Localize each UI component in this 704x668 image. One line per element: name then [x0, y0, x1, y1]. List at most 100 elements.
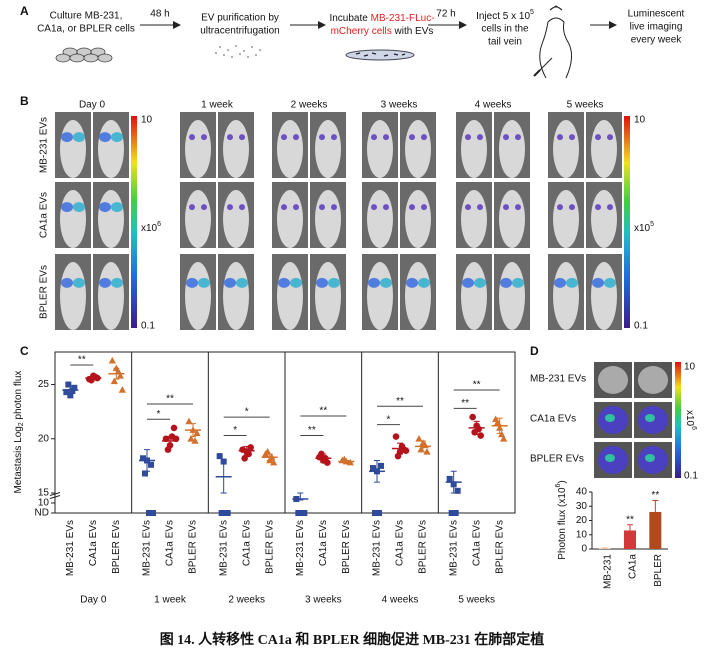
scale-label: 0.1 [684, 471, 698, 482]
dot [191, 437, 199, 444]
dot [140, 455, 146, 462]
step-text: Luminescent [628, 9, 685, 20]
step-text: Incubate [329, 13, 370, 24]
dot [164, 446, 172, 453]
panel-title: 2 weeks [228, 595, 265, 606]
signal [61, 202, 73, 213]
category-label: MB-231 EVs [448, 520, 459, 576]
signal [474, 277, 486, 288]
y-tick-label: 20 [576, 515, 588, 526]
dot [372, 510, 378, 516]
category-label: BPLER EVs [111, 520, 122, 574]
signal [512, 277, 524, 288]
category-label: CA1a EVs [88, 520, 99, 566]
y-axis-label: photon flux [13, 371, 24, 423]
signal [99, 202, 111, 213]
error-bar [473, 420, 480, 435]
y-axis-label: 6 [555, 483, 562, 487]
dot [247, 444, 254, 451]
step-text: Inject 5 x 105 [476, 9, 534, 22]
column-header: 5 weeks [567, 100, 604, 111]
signal [465, 204, 471, 211]
signal [557, 204, 563, 211]
signal [186, 277, 198, 288]
dot [469, 413, 476, 421]
category-label: MB-231 EVs [65, 520, 76, 576]
significance-label: ** [473, 380, 481, 391]
mouse-body [367, 190, 393, 248]
category-label: CA1a [628, 554, 639, 579]
y-tick-label: 0 [581, 544, 587, 555]
y-axis-label: Metastasis Log [13, 426, 24, 493]
dot [216, 453, 223, 460]
y-tick-label: 10 [576, 529, 588, 540]
signal [319, 134, 325, 141]
mouse-body [315, 120, 341, 178]
bar [598, 548, 611, 549]
signal [503, 134, 509, 141]
signal [201, 204, 207, 211]
panel-letter: D [530, 344, 539, 358]
dot [394, 452, 402, 460]
scale-label: x10 [141, 223, 158, 234]
significance-label: * [387, 414, 391, 425]
signal [406, 277, 418, 288]
row-label: MB-231 EVs [39, 117, 50, 173]
signal [236, 277, 248, 288]
row-label: BPLER EVs [39, 265, 50, 319]
scale-label: 10 [141, 115, 153, 126]
mouse-body [223, 190, 249, 248]
signal [316, 277, 328, 288]
signal [566, 277, 578, 288]
signal [189, 134, 195, 141]
step-text: CA1a, or BPLER cells [37, 24, 135, 35]
error-bar [190, 423, 196, 438]
scale-label: 10 [634, 115, 646, 126]
signal [554, 277, 566, 288]
mouse-body [499, 190, 525, 248]
signal [111, 202, 123, 213]
dot [295, 510, 302, 516]
mouse-body [223, 262, 249, 330]
signal [227, 204, 233, 211]
signal [421, 204, 427, 211]
row-label: BPLER EVs [530, 454, 584, 465]
column-header: 4 weeks [475, 100, 512, 111]
mouse-body [60, 262, 86, 330]
step-text: ultracentrifugation [200, 26, 280, 37]
step-text: every week [631, 35, 683, 46]
dot [370, 465, 376, 472]
column-header: Day 0 [79, 100, 106, 111]
signal [293, 204, 299, 211]
signal [224, 277, 236, 288]
step-text: tail vein [488, 37, 522, 48]
dot [67, 392, 74, 399]
mouse-body [405, 190, 431, 248]
ev-dots [215, 45, 261, 58]
dot [241, 454, 248, 462]
signal [418, 277, 430, 288]
mouse-body [591, 262, 617, 330]
dot [446, 475, 453, 482]
step-text: cells in the [481, 24, 529, 35]
signal [605, 454, 615, 462]
signal [380, 277, 392, 288]
dot [118, 386, 126, 393]
mouse-body [185, 262, 211, 330]
error-bar [343, 459, 350, 464]
significance-label: ** [396, 396, 404, 407]
signal [595, 204, 601, 211]
step-text: Culture MB-231, [50, 11, 123, 22]
dot [452, 510, 459, 516]
signal [645, 414, 655, 422]
signal [569, 204, 575, 211]
time-label: 48 h [150, 9, 169, 20]
value-label: ** [651, 490, 659, 501]
scale-label: 10 [684, 362, 696, 373]
y-axis-label: Photon flux (x106) [555, 480, 568, 560]
signal [592, 277, 604, 288]
mouse-body [315, 190, 341, 248]
mouse-body [277, 262, 303, 330]
significance-label: ** [308, 425, 316, 436]
error-bar [90, 376, 97, 380]
